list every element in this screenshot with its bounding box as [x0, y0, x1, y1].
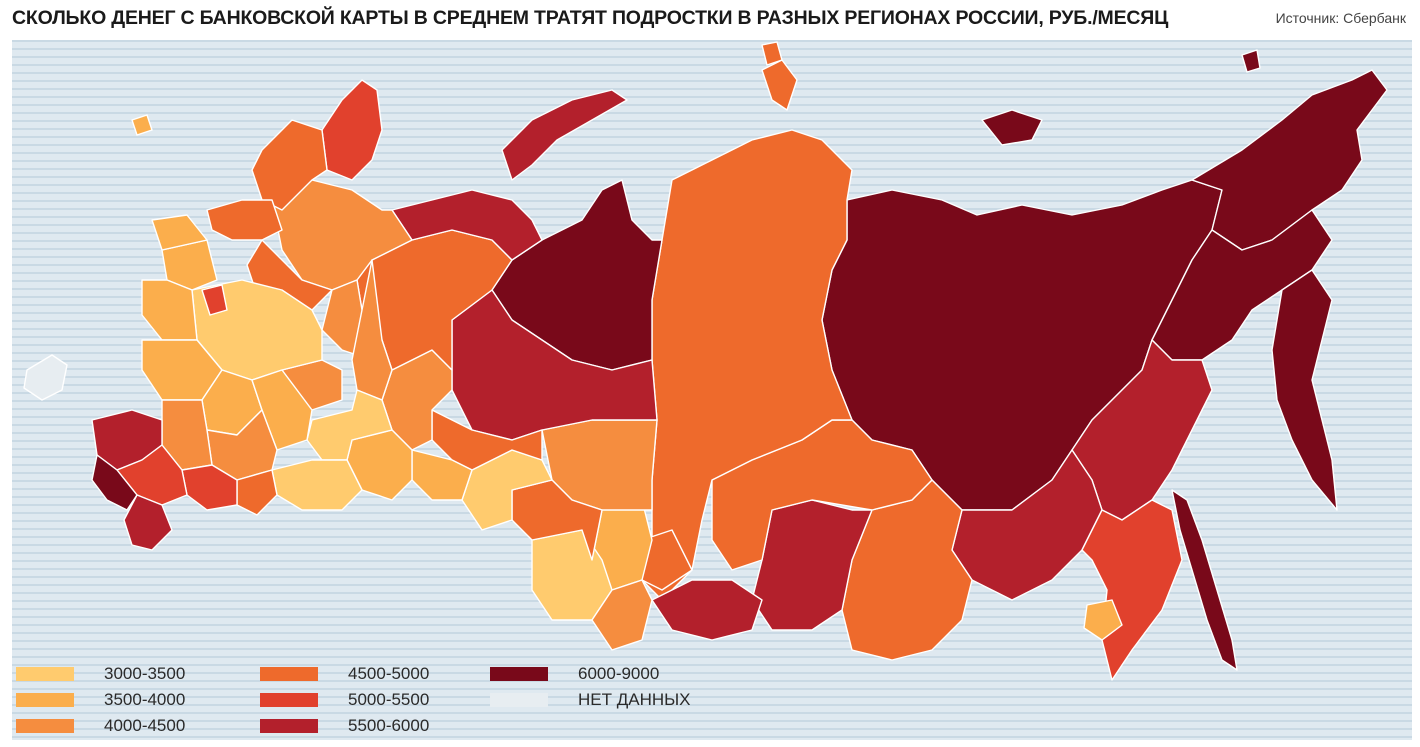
region-sakhalin[interactable]	[1171, 489, 1238, 671]
region-primorye[interactable]	[1081, 499, 1183, 681]
region-altai-rep[interactable]	[591, 579, 653, 651]
region-kaliningrad[interactable]	[131, 114, 153, 136]
legend-item: 4000-4500	[16, 716, 185, 736]
legend-swatch	[490, 667, 548, 681]
region-moscow[interactable]	[201, 284, 228, 316]
region-tyumen[interactable]	[431, 409, 543, 471]
region-magadan[interactable]	[1151, 209, 1333, 361]
region-murmansk[interactable]	[321, 79, 383, 181]
legend-label: 3500-4000	[104, 690, 186, 709]
legend-item: 4500-5000	[260, 664, 429, 684]
region-caucasus-dark[interactable]	[91, 454, 138, 511]
legend-label: НЕТ ДАННЫХ	[578, 690, 691, 709]
region-jewish-ao[interactable]	[1083, 599, 1123, 641]
legend-swatch	[16, 719, 74, 733]
legend-item: 3000-3500	[16, 664, 185, 684]
legend-label: 5500-6000	[348, 716, 430, 735]
legend-label: 5000-5500	[348, 690, 430, 709]
region-chukotka[interactable]	[1191, 69, 1388, 251]
region-orenburg[interactable]	[271, 459, 363, 511]
region-perm[interactable]	[351, 259, 393, 401]
region-smolensk[interactable]	[141, 279, 198, 341]
legend-label: 6000-9000	[578, 664, 660, 683]
region-dagestan[interactable]	[123, 494, 173, 551]
legend-label: 3000-3500	[104, 664, 186, 683]
legend-item: НЕТ ДАННЫХ	[490, 690, 691, 710]
region-crimea[interactable]	[23, 354, 68, 401]
legend-swatch	[16, 693, 74, 707]
legend-swatch	[260, 719, 318, 733]
region-franz-josef[interactable]	[761, 41, 783, 66]
region-novosibirsk[interactable]	[511, 479, 603, 561]
legend-item: 5000-5500	[260, 690, 429, 710]
region-pskov[interactable]	[151, 214, 208, 251]
region-wrangel[interactable]	[1241, 49, 1261, 73]
legend-swatch	[260, 667, 318, 681]
region-buryatia[interactable]	[751, 499, 873, 631]
legend-swatch	[16, 667, 74, 681]
region-new-siberian-islands[interactable]	[981, 109, 1043, 146]
legend-label: 4500-5000	[348, 664, 430, 683]
region-severnaya-zemlya[interactable]	[761, 59, 798, 111]
region-tyva[interactable]	[651, 579, 763, 641]
region-nenets[interactable]	[391, 189, 543, 261]
russia-regions-map	[23, 41, 1388, 681]
legend-swatch	[490, 693, 548, 707]
region-bashkortostan[interactable]	[306, 389, 393, 461]
region-karelia[interactable]	[251, 119, 328, 211]
legend-item: 5500-6000	[260, 716, 429, 736]
legend-swatch	[260, 693, 318, 707]
source-label: Источник: Сбербанк	[1275, 10, 1406, 26]
legend: 3000-3500 3500-4000 4000-4500 4500-5000 …	[16, 664, 736, 744]
region-leningrad[interactable]	[206, 199, 283, 241]
legend-item: 6000-9000	[490, 664, 659, 684]
region-novaya-zemlya[interactable]	[501, 89, 628, 181]
map-area	[12, 40, 1412, 740]
region-arkhangelsk[interactable]	[271, 179, 413, 291]
legend-label: 4000-4500	[104, 716, 186, 735]
region-kamchatka[interactable]	[1271, 269, 1338, 511]
chart-title: СКОЛЬКО ДЕНЕГ С БАНКОВСКОЙ КАРТЫ В СРЕДН…	[12, 7, 1169, 29]
legend-item: 3500-4000	[16, 690, 185, 710]
